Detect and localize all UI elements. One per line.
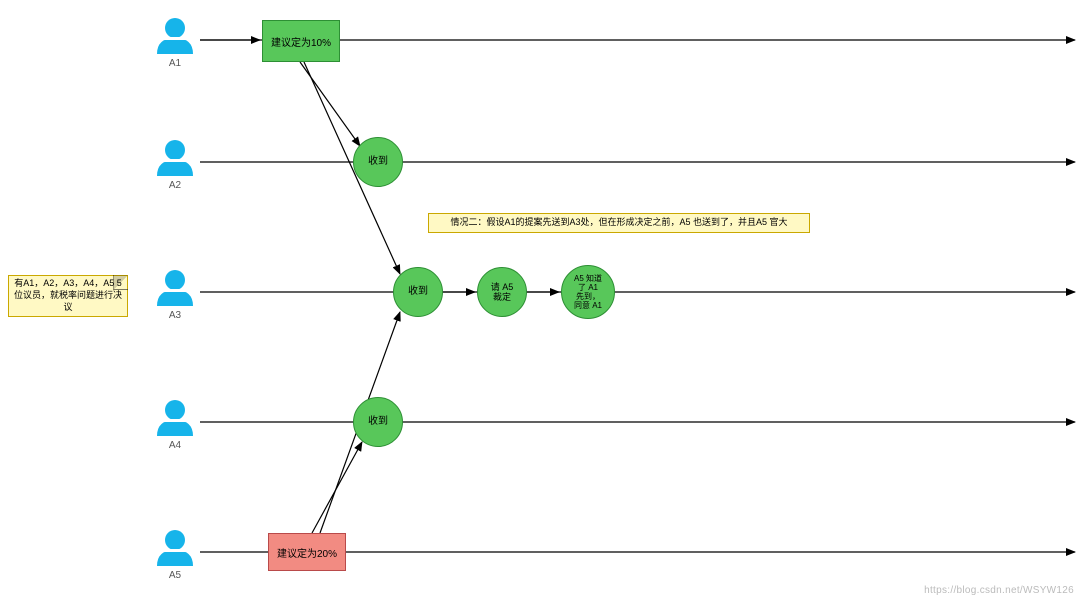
note-note-left: 有A1，A2，A3，A4，A5 5位议员，就税率问题进行决议 <box>8 275 128 317</box>
node-a4-recv: 收到 <box>353 397 403 447</box>
note-note-case2: 情况二：假设A1的提案先送到A3处，但在形成决定之前，A5 也送到了，并且A5 … <box>428 213 810 233</box>
diagram-canvas: A1A2A3A4A5 建议定为10%建议定为20% 收到收到收到请 A5 裁定A… <box>0 0 1080 598</box>
watermark: https://blog.csdn.net/WSYW126 <box>924 585 1074 596</box>
arrow-a1box-to-a2 <box>300 62 360 146</box>
node-a2-recv: 收到 <box>353 137 403 187</box>
actor-label-a5: A5 <box>155 570 195 581</box>
node-a3-recv: 收到 <box>393 267 443 317</box>
actor-label-a2: A2 <box>155 180 195 191</box>
svg-layer <box>0 0 1080 598</box>
actor-label-a1: A1 <box>155 58 195 69</box>
node-a3-ask: 请 A5 裁定 <box>477 267 527 317</box>
actor-label-a3: A3 <box>155 310 195 321</box>
actor-label-a4: A4 <box>155 440 195 451</box>
node-a3-know: A5 知道 了 A1 先到， 同意 A1 <box>561 265 615 319</box>
arrow-a5box-to-a4 <box>312 442 362 533</box>
box-a1-proposal: 建议定为10% <box>262 20 340 62</box>
box-a5-proposal: 建议定为20% <box>268 533 346 571</box>
